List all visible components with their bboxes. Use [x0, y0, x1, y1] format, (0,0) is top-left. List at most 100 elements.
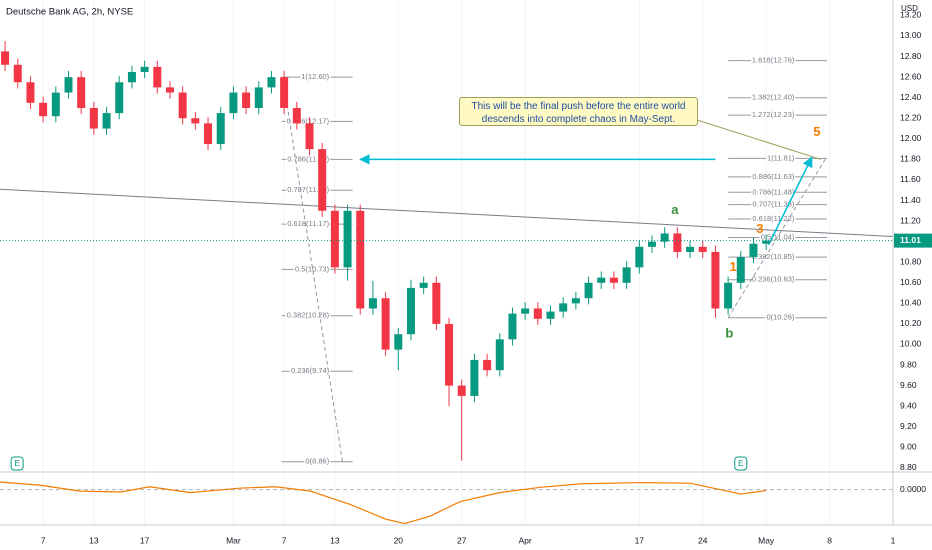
y-tick-label: 8.80: [900, 462, 917, 472]
candle-body: [622, 267, 631, 283]
wave-label: 1: [730, 259, 737, 274]
y-tick-label: 9.00: [900, 442, 917, 452]
candle-body: [495, 339, 504, 371]
candle-body: [445, 323, 454, 386]
x-tick-label: 24: [698, 535, 708, 545]
x-tick-label: 13: [330, 535, 340, 545]
price-axis-bg: [893, 0, 932, 550]
x-tick-label: 27: [457, 535, 467, 545]
fib-label: 0.618(11.17): [287, 219, 329, 228]
candle-body: [533, 308, 542, 319]
trend-line: [727, 158, 827, 319]
wave-label: 5: [813, 124, 820, 139]
candle-body: [229, 92, 238, 114]
fib-label: 0.382(10.28): [287, 311, 330, 320]
candle-body: [267, 77, 276, 88]
oscillator-line: [0, 481, 767, 525]
candle-body: [1, 51, 10, 65]
fib-label: 0.886(11.63): [752, 172, 794, 181]
y-tick-label: 11.60: [900, 174, 921, 184]
fib-label: 0.236(9.74): [291, 366, 330, 375]
x-tick-label: 20: [394, 535, 404, 545]
candle-body: [698, 246, 707, 252]
candle-body: [749, 243, 758, 258]
x-tick-label: May: [758, 535, 775, 545]
candle-body: [762, 240, 771, 244]
y-tick-label: 12.40: [900, 92, 922, 102]
currency: USD: [901, 4, 918, 13]
candle-body: [559, 303, 568, 312]
y-tick-label: 9.80: [900, 359, 917, 369]
fib-label: 1(11.81): [767, 153, 795, 162]
candle-body: [39, 102, 48, 117]
y-tick-label: 13.20: [900, 10, 922, 20]
trend-line: [0, 188, 894, 238]
arrow: [768, 156, 813, 246]
candle-body: [584, 282, 593, 299]
y-tick-label: 12.20: [900, 113, 922, 123]
candle-body: [102, 113, 111, 129]
candle-body: [26, 82, 35, 103]
earnings-label: E: [14, 459, 19, 468]
candle-body: [457, 385, 466, 396]
candle-body: [242, 92, 251, 108]
wave-label: b: [725, 326, 733, 341]
candle-body: [381, 298, 390, 350]
candle-body: [330, 210, 339, 268]
chart-title: Deutsche Bank AG, 2h, NYSE: [6, 7, 133, 18]
candle-body: [521, 308, 530, 314]
y-tick-label: 9.60: [900, 380, 917, 390]
candle-body: [597, 277, 606, 283]
candle-body: [356, 210, 365, 309]
candle-body: [508, 313, 517, 340]
y-tick-label: 10.60: [900, 277, 922, 287]
candle-body: [13, 64, 22, 83]
candle-body: [406, 287, 415, 335]
fib-label: 0.618(11.22): [752, 214, 794, 223]
callout: This will be the final push before the e…: [459, 97, 698, 126]
y-tick-label: 9.40: [900, 400, 917, 410]
earnings-marker: [734, 456, 748, 471]
candle-body: [647, 241, 656, 247]
fib-label: 0(8.86): [305, 457, 329, 466]
candle-body: [292, 107, 301, 124]
x-tick-label: 13: [89, 535, 99, 545]
candle-body: [609, 277, 618, 283]
candle-body: [191, 118, 200, 124]
fib-label: 0.707(11.36): [752, 200, 794, 209]
fib-label: 1(12.60): [301, 72, 329, 81]
candle-body: [470, 359, 479, 396]
candle-body: [77, 77, 86, 108]
candle-body: [432, 282, 441, 324]
candle-body: [216, 113, 225, 144]
osc-tick-label: 0.0000: [900, 484, 926, 494]
y-tick-label: 9.20: [900, 421, 917, 431]
fib-label: 0.786(11.48): [752, 187, 794, 196]
fib-label: 0.236(10.63): [752, 275, 795, 284]
candle-body: [711, 251, 720, 309]
x-tick-label: 7: [41, 535, 46, 545]
y-tick-label: 13.00: [900, 30, 922, 40]
candle-body: [51, 92, 60, 117]
candle-body: [660, 233, 669, 242]
candle-body: [318, 149, 327, 211]
y-tick-label: 11.40: [900, 195, 921, 205]
x-tick-label: 7: [282, 535, 287, 545]
candle-body: [64, 77, 73, 93]
y-tick-label: 10.00: [900, 339, 922, 349]
candle-body: [204, 123, 213, 144]
fib-label: 0(10.26): [766, 313, 794, 322]
y-tick-label: 12.60: [900, 71, 922, 81]
earnings-label: E: [738, 459, 743, 468]
wave-label: a: [671, 202, 679, 217]
wave-label: 3: [756, 221, 763, 236]
fib-label: 1.272(12.23): [752, 110, 795, 119]
candle-body: [140, 66, 149, 72]
last-price-box: [894, 233, 932, 248]
candle-body: [165, 87, 174, 93]
x-tick-label: 17: [635, 535, 645, 545]
candle-body: [127, 71, 136, 83]
candle-body: [305, 123, 314, 150]
candle-body: [89, 107, 98, 129]
